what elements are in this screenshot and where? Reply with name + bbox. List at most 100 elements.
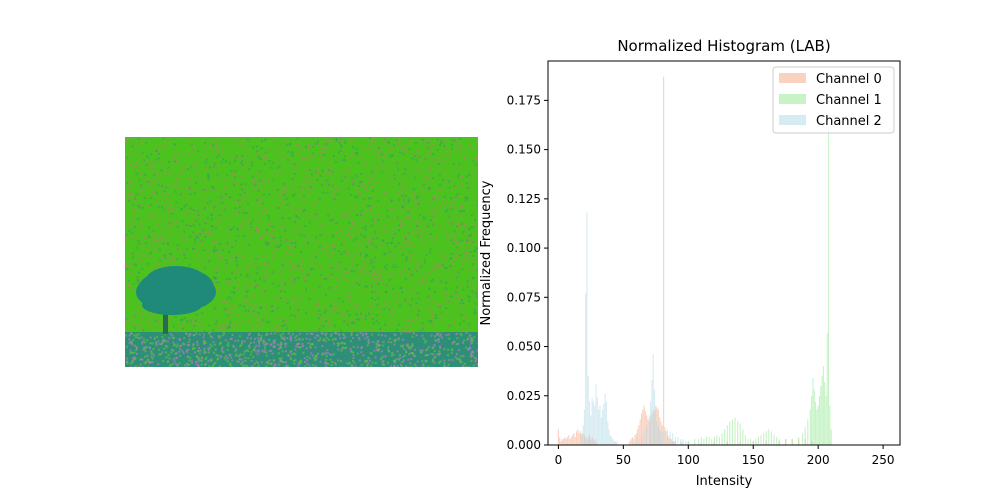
histogram-bar [563, 439, 565, 445]
histogram-bar [595, 383, 597, 445]
histogram-bar [600, 417, 602, 445]
y-tick-label: 0.100 [507, 241, 541, 255]
histogram-bar [711, 439, 713, 445]
histogram-bar [652, 354, 654, 445]
histogram-bar [589, 401, 591, 445]
histogram-bar [642, 409, 644, 445]
histogram-bar [685, 441, 687, 445]
histogram-bar [750, 439, 752, 445]
legend: Channel 0 Channel 1 Channel 2 [772, 66, 895, 134]
histogram-bar [672, 433, 674, 445]
x-tick-label: 250 [872, 453, 895, 467]
histogram-bar [674, 437, 676, 445]
histogram-bar [613, 441, 615, 445]
legend-swatch [779, 94, 806, 104]
histogram-bar [773, 435, 775, 445]
histogram-bar [765, 431, 767, 445]
histogram-bar [581, 433, 583, 445]
x-axis-label: Intensity [696, 474, 753, 489]
histogram-bar [703, 439, 705, 445]
legend-label: Channel 0 [816, 72, 882, 87]
histogram-bar [804, 427, 806, 445]
histogram-bar [614, 441, 617, 445]
y-tick-label: 0.075 [507, 290, 541, 304]
histogram-bar [817, 405, 819, 445]
histogram-bar [653, 389, 656, 445]
histogram-bar [561, 439, 563, 445]
histogram-bar [729, 421, 731, 445]
histogram-bar [637, 429, 639, 445]
histogram-bar [760, 435, 762, 445]
histogram-bar [566, 437, 569, 445]
histogram-bar [757, 437, 759, 445]
histogram-bar [755, 439, 757, 445]
histogram-bar [559, 437, 561, 445]
histogram-bar [616, 441, 618, 445]
histogram-bar [643, 405, 645, 445]
histogram-bar [604, 393, 606, 445]
histogram-bar [778, 439, 780, 445]
histogram-bar [634, 435, 636, 445]
histogram-bar [572, 435, 574, 445]
histogram-bar [576, 431, 578, 445]
histogram-bar [673, 441, 675, 445]
histogram-bar [603, 403, 605, 445]
histogram-bar [596, 397, 598, 445]
histogram-bar [602, 409, 604, 445]
y-tick-label: 0.175 [507, 93, 541, 107]
histogram-bar [660, 431, 662, 445]
histogram-bar [664, 431, 666, 445]
histogram-bar [731, 419, 733, 445]
histogram-bar [639, 419, 641, 445]
histogram-bar [630, 439, 632, 445]
histogram-bar [812, 378, 814, 445]
histogram-bar [644, 411, 646, 445]
histogram-bar [809, 409, 811, 445]
legend-swatch [779, 115, 806, 125]
histogram-bar [821, 376, 823, 445]
tree-silhouette [136, 266, 216, 334]
histogram-bar [687, 441, 689, 445]
histogram-bar [807, 419, 809, 445]
y-tick-label: 0.050 [507, 340, 541, 354]
histogram-bar [744, 435, 746, 445]
histogram-bar [557, 429, 559, 445]
histogram-bar [752, 441, 754, 445]
histogram-bar [798, 437, 800, 445]
histogram-bar [661, 433, 663, 445]
histogram-bar [591, 397, 593, 445]
histogram-bar [785, 439, 787, 445]
histogram-bar [669, 431, 671, 445]
histogram-bar [826, 332, 828, 445]
histogram-bar [646, 425, 648, 445]
histogram-bar [605, 401, 607, 445]
histogram-bar [598, 409, 600, 445]
histogram-bar [638, 425, 640, 445]
histogram-bar [592, 401, 595, 445]
histogram-bar [659, 429, 661, 445]
histogram-bar [582, 425, 584, 445]
histogram-bar [681, 441, 683, 445]
series-2 [581, 212, 689, 445]
x-tick-label: 50 [616, 453, 631, 467]
histogram-bar [655, 409, 657, 445]
y-axis: 0.000 0.025 0.050 0.075 0.100 0.125 0.150 0.175 [507, 93, 548, 452]
x-tick-label: 100 [677, 453, 700, 467]
y-tick-label: 0.000 [507, 438, 541, 452]
histogram-bar [663, 76, 665, 445]
histogram-bar [776, 437, 778, 445]
x-axis: 0 50 100 150 200 250 [555, 445, 895, 467]
histogram-bar [747, 439, 749, 445]
x-tick-label: 150 [742, 453, 765, 467]
histogram-bar [739, 423, 741, 445]
histogram-bar [802, 433, 804, 445]
histogram-bar [569, 439, 571, 445]
lab-image-panel [125, 137, 478, 367]
histogram-bar [594, 405, 596, 445]
y-tick-label: 0.025 [507, 389, 541, 403]
histogram-bar [629, 441, 631, 445]
histogram-bar [656, 421, 658, 445]
histogram-bar [585, 293, 587, 445]
histogram-bar [813, 389, 815, 445]
